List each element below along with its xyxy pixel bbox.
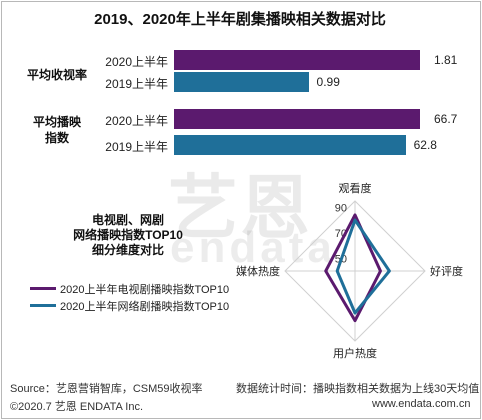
radar-tick-label: 90: [335, 202, 347, 214]
footer-copyright: ©2020.7 艺恩 ENDATA Inc.: [10, 401, 144, 413]
bar: [174, 135, 406, 155]
radar-title-line-1: 电视剧、网剧: [91, 213, 164, 227]
bar-value-label: 1.81: [434, 53, 458, 67]
legend-label-web: 2020上半年网络剧播映指数TOP10: [60, 301, 230, 313]
group-label-avg-rating: 平均收视率: [26, 68, 87, 82]
bar-row-label: 2019上半年: [105, 77, 168, 91]
bar-value-label: 66.7: [434, 112, 458, 126]
bar: [174, 72, 309, 92]
bar-row-label: 2020上半年: [105, 114, 168, 128]
legend-swatch-web: [30, 304, 56, 307]
radar-axis-label: 观看度: [339, 181, 372, 195]
watermark-logo: 艺恩: [168, 169, 312, 247]
bar-value-label: 62.8: [413, 138, 437, 152]
radar-series-tv: [324, 213, 382, 323]
bar: [174, 50, 420, 70]
chart-title: 2019、2020年上半年剧集播映相关数据对比: [94, 11, 386, 28]
group-label-avg-index: 平均播映 指数: [32, 115, 81, 145]
bar-row-label: 2020上半年: [105, 55, 168, 69]
legend-swatch-tv: [30, 287, 56, 290]
bar-value-label: 0.99: [316, 75, 340, 89]
legend-label-tv: 2020上半年电视剧播映指数TOP10: [60, 284, 230, 296]
watermark-subtext: endata: [170, 223, 336, 272]
radar-axis-label: 媒体热度: [236, 264, 280, 278]
radar-axis-label: 用户热度: [333, 346, 377, 360]
radar-axis-label: 好评度: [430, 264, 463, 278]
radar-series-web: [335, 218, 391, 315]
radar-title-line-3: 细分维度对比: [91, 243, 164, 257]
radar-title-line-2: 网络播映指数TOP10: [73, 228, 183, 242]
footer-url: www.endata.com.cn: [372, 398, 471, 410]
footer-note: 数据统计时间：播映指数相关数据为上线30天均值: [236, 383, 480, 395]
bar: [174, 109, 420, 129]
bar-row-label: 2019上半年: [105, 140, 168, 154]
radar-title: 电视剧、网剧 网络播映指数TOP10 细分维度对比: [48, 213, 208, 258]
footer-source: Source：艺恩营销智库，CSM59收视率: [10, 383, 203, 395]
